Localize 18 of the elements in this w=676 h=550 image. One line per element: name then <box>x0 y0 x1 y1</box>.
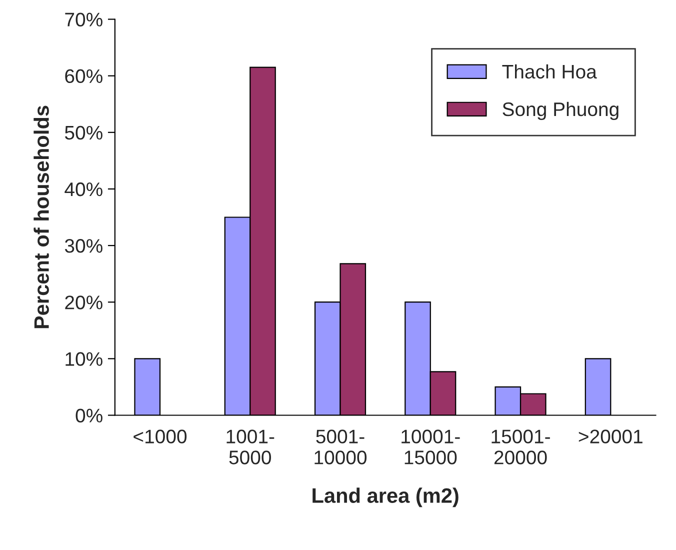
x-axis-title: Land area (m2) <box>312 488 458 508</box>
legend-label: Song Phuong <box>502 102 618 120</box>
x-tick-label: 1001- 5000 <box>226 430 274 464</box>
y-tick-label: 40% <box>64 182 102 196</box>
y-tick-label: 10% <box>66 352 102 366</box>
x-tick-label: 5001- 10000 <box>314 430 367 464</box>
y-axis-title: Percent of households <box>34 106 49 328</box>
x-tick-label: >20001 <box>578 430 642 444</box>
y-tick-label: 0% <box>76 408 102 422</box>
x-tick-label: <1000 <box>134 430 187 444</box>
y-tick-label: 30% <box>64 239 102 253</box>
y-tick-label: 70% <box>65 12 102 26</box>
y-tick-label: 20% <box>65 296 102 310</box>
x-tick-label: 15001- 20000 <box>492 430 550 464</box>
x-tick-label: 10001- 15000 <box>402 430 460 464</box>
y-tick-label: 60% <box>65 69 102 84</box>
y-tick-label: 50% <box>64 126 102 140</box>
legend-label: Thach Hoa <box>502 64 597 79</box>
